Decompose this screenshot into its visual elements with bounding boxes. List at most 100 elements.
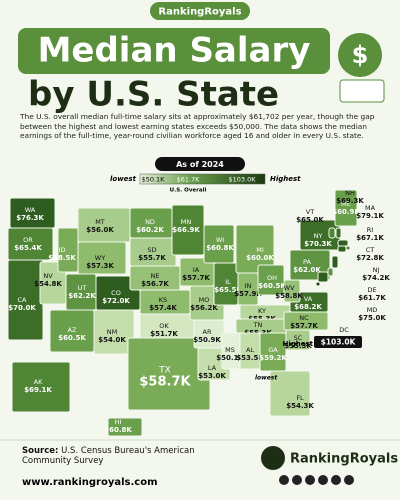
state-abbr: RI xyxy=(367,226,374,234)
state-value: $65.0K xyxy=(296,216,324,224)
state-abbr: MN xyxy=(181,218,192,226)
state-value: $60.0K xyxy=(246,254,274,262)
source-label: Source: xyxy=(22,446,59,456)
state-value: $67.1K xyxy=(356,234,384,242)
state-value: $79.1K xyxy=(356,212,384,220)
source: Source: U.S. Census Bureau's American Co… xyxy=(22,446,242,466)
state-shape xyxy=(93,309,135,355)
state-value: $57.4K xyxy=(149,304,177,312)
map: WA$76.3K OR$65.4K CA$70.0K NV$54.8K ID$58.5K… xyxy=(7,189,390,437)
state-abbr: AR xyxy=(203,328,212,336)
state-value: $70.3K xyxy=(304,240,332,248)
state-abbr: IA xyxy=(193,266,200,274)
state-abbr: CT xyxy=(366,246,375,254)
state-shape xyxy=(345,245,351,251)
state-shape xyxy=(257,264,285,296)
state-abbr: AK xyxy=(34,378,43,386)
state-abbr: TX xyxy=(158,366,171,376)
state-abbr: NC xyxy=(299,314,309,322)
state-value: $54.8K xyxy=(34,280,62,288)
state-value: $51.7K xyxy=(150,330,178,338)
state-value: $74.2K xyxy=(362,274,390,282)
state-abbr: TN xyxy=(253,321,263,329)
state-shape xyxy=(327,267,334,277)
state-abbr: KY xyxy=(258,307,266,315)
state-abbr: NY xyxy=(314,232,323,240)
state-value: $76.3K xyxy=(16,214,44,222)
legend-high: Highest xyxy=(270,175,301,183)
state-value: $68.2K xyxy=(294,303,322,311)
highest-note: Highest xyxy=(282,340,313,348)
state-value: $69.1K xyxy=(24,386,52,394)
state-value: $65.4K xyxy=(14,244,42,252)
state-value: $57.3K xyxy=(86,262,114,270)
state-value: $60.8K xyxy=(206,244,234,252)
state-value: $65.5K xyxy=(214,286,242,294)
state-value: $50.1K xyxy=(216,354,244,362)
description: The U.S. overall median full-time salary… xyxy=(20,112,375,141)
state-value: $55.3K xyxy=(284,342,312,350)
state-abbr: MI xyxy=(256,246,264,254)
state-abbr: ID xyxy=(59,246,66,254)
date-pill xyxy=(155,157,245,171)
state-abbr: NJ xyxy=(373,266,380,274)
state-abbr: OR xyxy=(23,236,33,244)
state-value: $60.5K xyxy=(258,282,286,290)
footer-brand: RankingRoyals xyxy=(290,452,398,467)
state-abbr: FL xyxy=(296,394,304,402)
legend-min: $50.1K xyxy=(142,176,166,184)
brand: RankingRoyals xyxy=(158,7,241,18)
state-abbr: AZ xyxy=(68,326,77,334)
source-box: Source: U.S. Census Bureau's American Co… xyxy=(22,446,242,466)
state-value: $60.9K xyxy=(332,208,360,216)
state-abbr: NH xyxy=(345,189,355,197)
state-shape xyxy=(11,361,71,413)
state-value: $59.2K xyxy=(259,354,287,362)
state-abbr: UT xyxy=(78,284,87,292)
state-value: $55.7K xyxy=(138,254,166,262)
state-shape xyxy=(315,281,321,287)
state-shape xyxy=(335,227,342,239)
money-icon: $ xyxy=(338,33,385,103)
state-value: $56.0K xyxy=(86,226,114,234)
state-abbr: CA xyxy=(18,296,28,304)
state-shape xyxy=(337,245,347,253)
state-value: $69.3K xyxy=(336,197,364,205)
source-text: U.S. Census Bureau's American Community … xyxy=(22,446,195,467)
state-value: $62.2K xyxy=(68,292,96,300)
state-abbr: PA xyxy=(303,258,312,266)
state-shape xyxy=(337,239,349,247)
state-abbr: VT xyxy=(306,208,314,216)
legend-max: $103.0K xyxy=(228,176,256,184)
state-abbr: ND xyxy=(145,218,155,226)
state-abbr: OH xyxy=(267,274,277,282)
state-value: $62.0K xyxy=(293,266,321,274)
state-shape xyxy=(331,255,339,269)
state-value: $57.7K xyxy=(290,322,318,330)
state-value: $54.0K xyxy=(98,336,126,344)
lowest-note: lowest xyxy=(255,375,278,382)
state-shape xyxy=(328,227,336,239)
state-value: $72.8K xyxy=(356,254,384,262)
state-value: $75.0K xyxy=(358,314,386,322)
state-abbr: DE xyxy=(367,286,376,294)
state-value: $56.7K xyxy=(141,280,169,288)
title-line1: Median Salary xyxy=(38,31,311,71)
state-abbr: MD xyxy=(367,306,378,314)
state-abbr: CO xyxy=(111,289,121,297)
as-of: As of 2024 xyxy=(176,160,224,169)
state-abbr: VA xyxy=(304,295,313,303)
state-value: $70.0K xyxy=(8,304,36,312)
title-line2: by U.S. State xyxy=(28,75,279,115)
legend-low: lowest xyxy=(110,175,137,183)
state-abbr: IL xyxy=(225,278,231,286)
state-abbr: MA xyxy=(365,204,376,212)
state-abbr: AL xyxy=(246,346,254,354)
state-value: $50.9K xyxy=(193,336,221,344)
state-abbr: MO xyxy=(199,296,210,304)
state-value: $53.0K xyxy=(198,372,226,380)
state-value: $58.8K xyxy=(275,292,303,300)
state-abbr: HI xyxy=(115,418,122,426)
state-value: $56.2K xyxy=(190,304,218,312)
